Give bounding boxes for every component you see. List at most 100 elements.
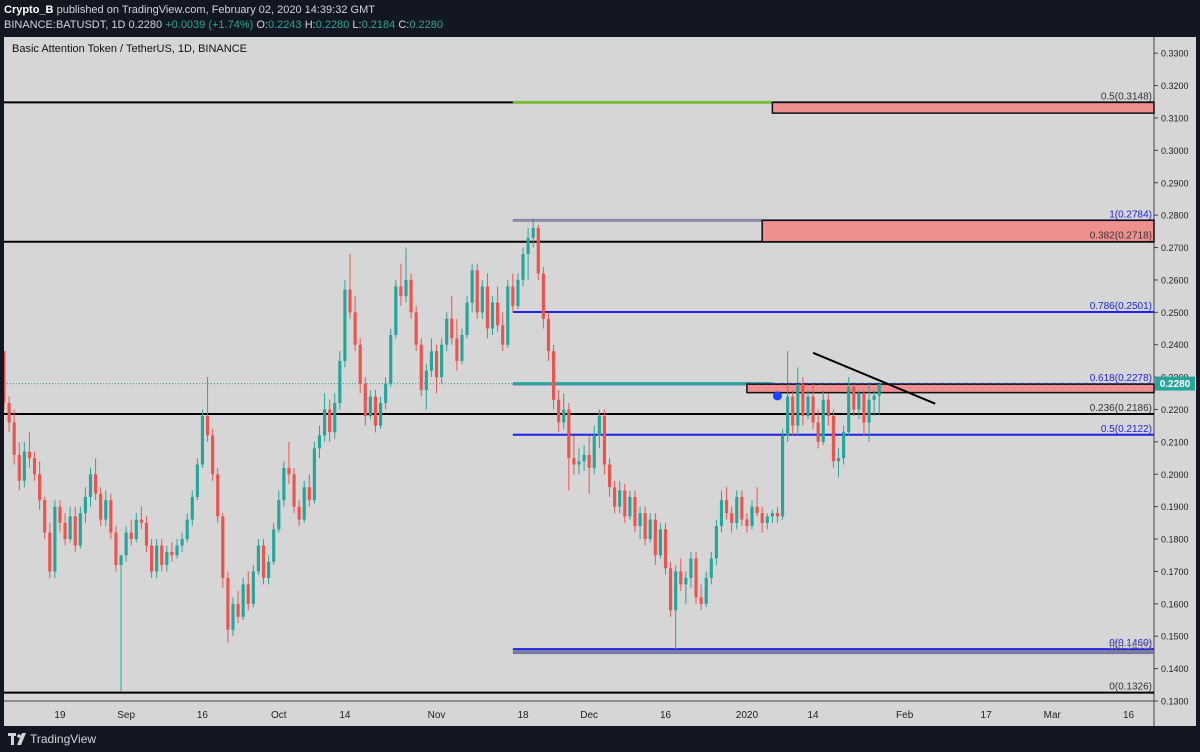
- candle-body[interactable]: [602, 415, 607, 465]
- candle-body[interactable]: [689, 558, 693, 578]
- candle-body[interactable]: [165, 552, 169, 565]
- candle-body[interactable]: [139, 519, 143, 523]
- candle-body[interactable]: [531, 228, 535, 238]
- candle-body[interactable]: [297, 506, 301, 520]
- candle-body[interactable]: [104, 500, 108, 520]
- candle-body[interactable]: [32, 458, 37, 475]
- candle-body[interactable]: [114, 532, 118, 565]
- candle-body[interactable]: [587, 454, 591, 468]
- candle-body[interactable]: [719, 500, 724, 527]
- candle-body[interactable]: [272, 529, 276, 562]
- candle-body[interactable]: [506, 286, 510, 345]
- candle-body[interactable]: [246, 584, 250, 604]
- candle-body[interactable]: [256, 545, 261, 572]
- candle-body[interactable]: [750, 506, 754, 527]
- candle-body[interactable]: [455, 338, 459, 361]
- candle-body[interactable]: [847, 386, 851, 433]
- candle-body[interactable]: [307, 487, 311, 501]
- candle-body[interactable]: [470, 270, 474, 303]
- candle-body[interactable]: [755, 506, 759, 514]
- candle-body[interactable]: [842, 432, 846, 459]
- candle-body[interactable]: [770, 513, 774, 517]
- candle-body[interactable]: [343, 289, 347, 361]
- candle-body[interactable]: [170, 552, 174, 556]
- candle-body[interactable]: [699, 597, 703, 604]
- candle-body[interactable]: [129, 532, 133, 540]
- candle-body[interactable]: [17, 454, 21, 481]
- candle-body[interactable]: [109, 500, 113, 533]
- candle-body[interactable]: [287, 467, 291, 475]
- candle-body[interactable]: [440, 344, 444, 378]
- candle-body[interactable]: [577, 461, 581, 465]
- candle-body[interactable]: [94, 474, 98, 494]
- candle-body[interactable]: [216, 474, 220, 517]
- candle-body[interactable]: [180, 539, 184, 546]
- candle-body[interactable]: [63, 522, 67, 540]
- candle-body[interactable]: [485, 286, 489, 329]
- author-name[interactable]: Crypto_B: [4, 4, 54, 16]
- candle-body[interactable]: [760, 513, 764, 523]
- candle-body[interactable]: [658, 529, 662, 556]
- candle-body[interactable]: [211, 435, 215, 475]
- candle-body[interactable]: [501, 325, 505, 345]
- candle-body[interactable]: [567, 409, 571, 459]
- candlestick-chart[interactable]: Basic Attention Token / TetherUS, 1D, BI…: [4, 37, 1196, 726]
- candle-body[interactable]: [119, 555, 123, 565]
- plot-area[interactable]: [4, 37, 1154, 726]
- candle-body[interactable]: [684, 577, 688, 585]
- candle-body[interactable]: [714, 526, 718, 559]
- candle-body[interactable]: [546, 318, 551, 352]
- candle-body[interactable]: [724, 500, 729, 514]
- candle-body[interactable]: [674, 571, 678, 611]
- candle-body[interactable]: [643, 513, 647, 540]
- candle-body[interactable]: [862, 393, 866, 423]
- candle-body[interactable]: [445, 318, 449, 345]
- candle-body[interactable]: [740, 496, 744, 520]
- candle-body[interactable]: [730, 513, 734, 523]
- candle-body[interactable]: [648, 519, 652, 540]
- candle-body[interactable]: [536, 228, 540, 274]
- candle-body[interactable]: [348, 289, 352, 313]
- candle-body[interactable]: [83, 496, 87, 514]
- candle-body[interactable]: [496, 302, 500, 326]
- candle-body[interactable]: [775, 513, 780, 517]
- candle-body[interactable]: [511, 286, 515, 306]
- candle-body[interactable]: [241, 584, 245, 617]
- candle-body[interactable]: [831, 415, 836, 462]
- candle-body[interactable]: [338, 360, 342, 404]
- candle-body[interactable]: [867, 399, 871, 423]
- candle-body[interactable]: [801, 383, 805, 416]
- candle-body[interactable]: [526, 237, 530, 255]
- candle-body[interactable]: [384, 383, 388, 404]
- candle-body[interactable]: [236, 603, 240, 617]
- candle-body[interactable]: [419, 344, 423, 391]
- candle-body[interactable]: [490, 302, 495, 329]
- candle-body[interactable]: [791, 396, 795, 426]
- event-marker-icon[interactable]: [772, 391, 782, 401]
- candle-body[interactable]: [175, 545, 179, 556]
- candle-body[interactable]: [541, 273, 545, 319]
- candle-body[interactable]: [806, 396, 810, 416]
- candle-body[interactable]: [424, 370, 428, 391]
- candle-body[interactable]: [694, 558, 698, 598]
- candle-body[interactable]: [592, 435, 596, 468]
- supply-zone[interactable]: [761, 219, 1155, 243]
- candle-body[interactable]: [378, 403, 383, 426]
- candle-body[interactable]: [628, 496, 632, 517]
- candle-body[interactable]: [562, 409, 566, 423]
- candle-body[interactable]: [709, 558, 713, 578]
- candle-body[interactable]: [557, 399, 561, 423]
- candle-body[interactable]: [317, 435, 322, 449]
- candle-body[interactable]: [88, 474, 93, 497]
- candle-body[interactable]: [414, 312, 418, 345]
- candle-body[interactable]: [816, 422, 820, 442]
- candle-body[interactable]: [373, 396, 378, 426]
- supply-zone[interactable]: [771, 101, 1155, 114]
- candle-body[interactable]: [607, 464, 612, 488]
- candle-body[interactable]: [572, 458, 576, 465]
- candle-body[interactable]: [475, 270, 479, 313]
- resistance-trendline[interactable]: [812, 351, 936, 405]
- tradingview-logo-icon[interactable]: [8, 732, 26, 746]
- candle-body[interactable]: [149, 545, 154, 572]
- candle-body[interactable]: [480, 286, 484, 313]
